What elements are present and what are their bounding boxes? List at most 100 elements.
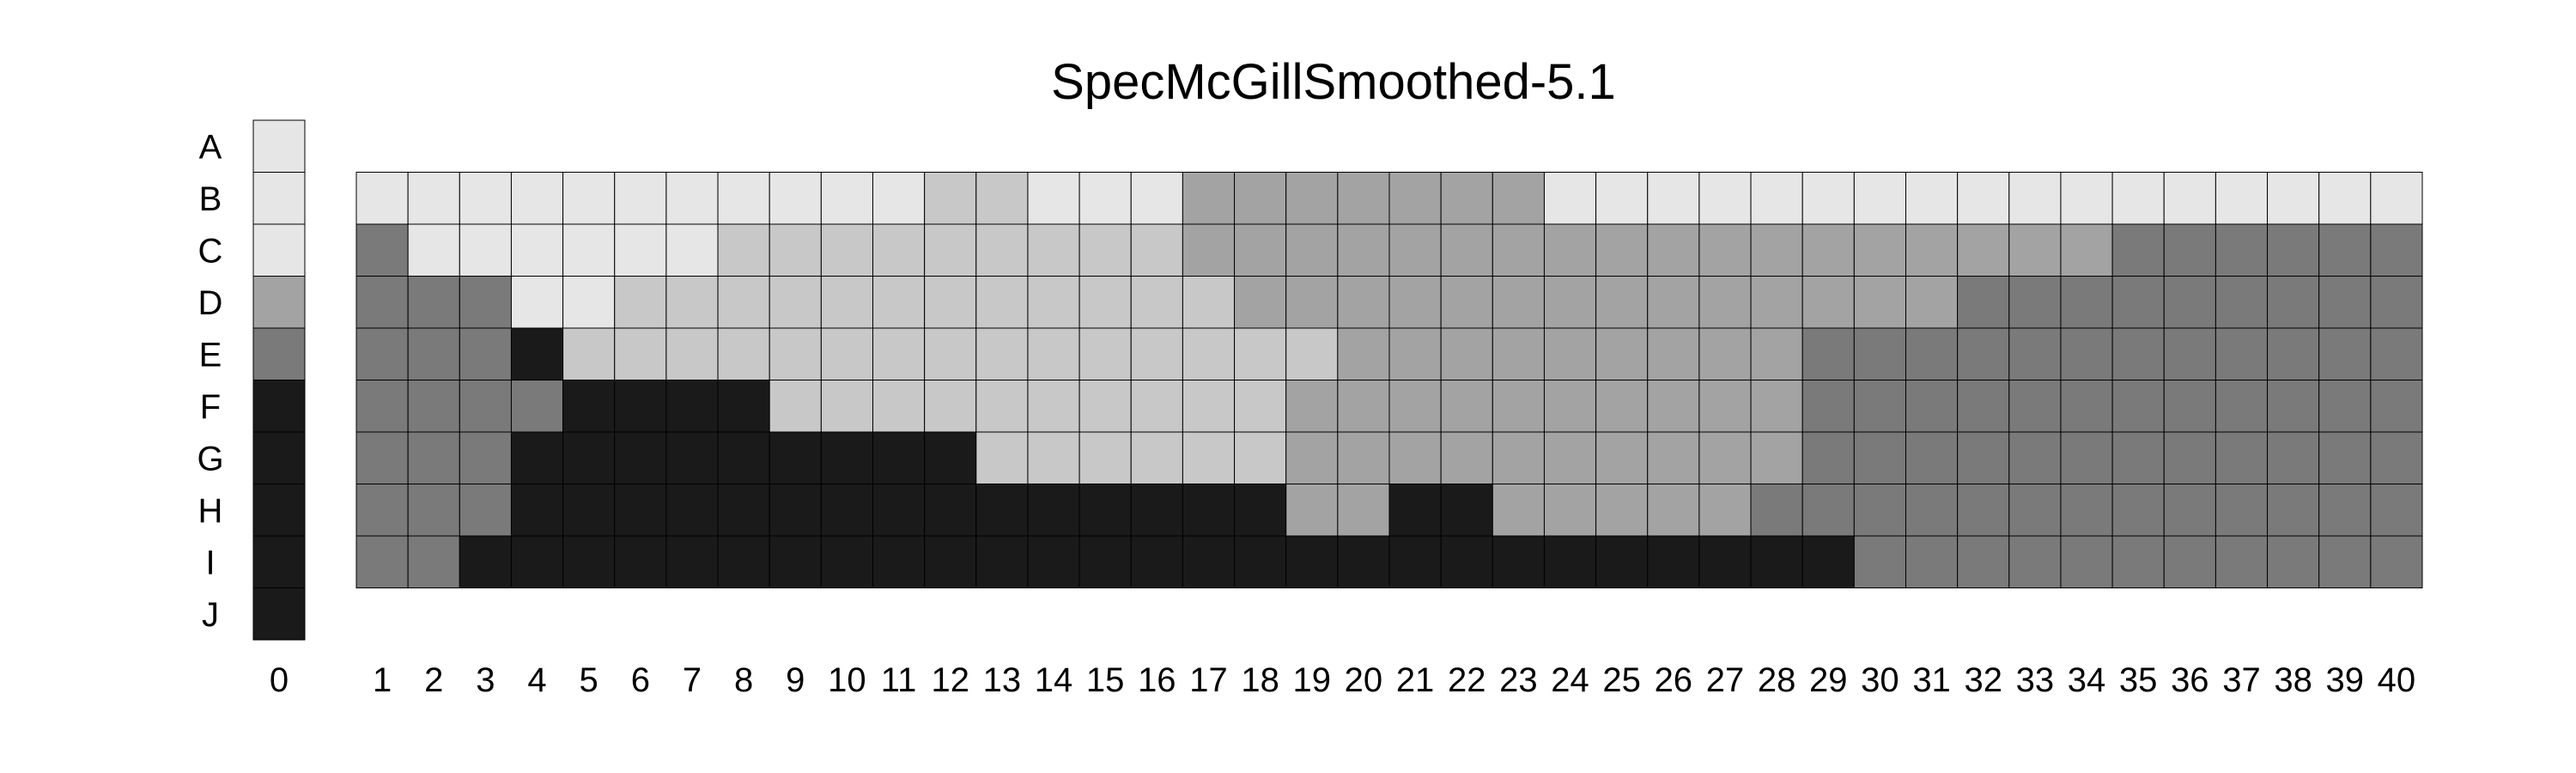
column-label-21: 21 <box>1396 661 1435 699</box>
cell-b-14 <box>1027 172 1080 225</box>
column-label-40: 40 <box>2378 661 2416 699</box>
cell-f-34 <box>2060 380 2113 433</box>
cell-i-16 <box>1130 535 1183 588</box>
cell-c-20 <box>1337 223 1390 277</box>
cell-e-40 <box>2370 327 2423 380</box>
cell-i-23 <box>1492 535 1545 588</box>
cell-b-13 <box>975 172 1029 225</box>
cell-f-27 <box>1698 380 1752 433</box>
cell-g-29 <box>1801 431 1855 484</box>
column-label-28: 28 <box>1758 661 1796 699</box>
cell-i-28 <box>1750 535 1803 588</box>
cell-d-27 <box>1698 276 1752 329</box>
cell-e-3 <box>459 327 512 380</box>
cell-e-23 <box>1492 327 1545 380</box>
cell-f-30 <box>1853 380 1907 433</box>
column-label-38: 38 <box>2274 661 2312 699</box>
cell-e-37 <box>2215 327 2269 380</box>
column-label-24: 24 <box>1551 661 1589 699</box>
reference-cell-j <box>252 587 306 641</box>
column-label-22: 22 <box>1448 661 1486 699</box>
row-label-a: A <box>199 128 222 166</box>
cell-c-28 <box>1750 223 1803 277</box>
cell-d-32 <box>1957 276 2010 329</box>
cell-h-3 <box>459 484 512 537</box>
cell-g-26 <box>1647 431 1700 484</box>
cell-c-39 <box>2318 223 2372 277</box>
cell-i-25 <box>1595 535 1649 588</box>
cell-d-8 <box>717 276 770 329</box>
cell-f-35 <box>2111 380 2165 433</box>
cell-h-8 <box>717 484 770 537</box>
cell-e-33 <box>2008 327 2062 380</box>
cell-h-17 <box>1182 484 1236 537</box>
cell-f-5 <box>562 380 616 433</box>
column-label-10: 10 <box>828 661 866 699</box>
column-label-27: 27 <box>1706 661 1745 699</box>
cell-d-1 <box>355 276 409 329</box>
column-labels: 0 1 2 3 4 5 6 7 8 9 10 11 12 13 14 15 16 17 18 19 20 21 22 23 24… <box>270 661 2415 699</box>
cell-i-40 <box>2370 535 2423 588</box>
cell-f-21 <box>1388 380 1442 433</box>
cell-h-11 <box>872 484 926 537</box>
cell-g-2 <box>407 431 460 484</box>
cell-b-32 <box>1957 172 2010 225</box>
cell-f-14 <box>1027 380 1080 433</box>
cell-g-24 <box>1543 431 1597 484</box>
column-label-34: 34 <box>2068 661 2106 699</box>
cell-h-39 <box>2318 484 2372 537</box>
cell-h-26 <box>1647 484 1700 537</box>
cell-b-23 <box>1492 172 1545 225</box>
cell-i-6 <box>614 535 667 588</box>
cell-e-18 <box>1234 327 1287 380</box>
cell-e-35 <box>2111 327 2165 380</box>
cell-c-11 <box>872 223 926 277</box>
cell-c-19 <box>1285 223 1339 277</box>
cell-f-15 <box>1078 380 1132 433</box>
cell-f-1 <box>355 380 409 433</box>
cell-f-16 <box>1130 380 1183 433</box>
column-label-3: 3 <box>476 661 495 699</box>
column-label-8: 8 <box>734 661 753 699</box>
cell-b-8 <box>717 172 770 225</box>
cell-d-13 <box>975 276 1029 329</box>
cell-g-7 <box>665 431 719 484</box>
cell-e-15 <box>1078 327 1132 380</box>
cell-b-11 <box>872 172 926 225</box>
cell-d-22 <box>1440 276 1493 329</box>
cell-c-24 <box>1543 223 1597 277</box>
cell-e-19 <box>1285 327 1339 380</box>
column-label-9: 9 <box>786 661 805 699</box>
cell-d-17 <box>1182 276 1236 329</box>
cell-g-28 <box>1750 431 1803 484</box>
cell-b-34 <box>2060 172 2113 225</box>
cell-c-21 <box>1388 223 1442 277</box>
cell-b-17 <box>1182 172 1236 225</box>
cell-d-34 <box>2060 276 2113 329</box>
cell-h-37 <box>2215 484 2269 537</box>
cell-g-12 <box>924 431 977 484</box>
cell-b-15 <box>1078 172 1132 225</box>
cell-h-33 <box>2008 484 2062 537</box>
cell-e-2 <box>407 327 460 380</box>
cell-h-12 <box>924 484 977 537</box>
cell-e-4 <box>510 327 564 380</box>
cell-c-14 <box>1027 223 1080 277</box>
cell-i-17 <box>1182 535 1236 588</box>
cell-c-13 <box>975 223 1029 277</box>
cell-d-10 <box>820 276 873 329</box>
reference-column <box>252 119 306 641</box>
cell-f-9 <box>769 380 822 433</box>
cell-i-26 <box>1647 535 1700 588</box>
cell-g-5 <box>562 431 616 484</box>
cell-d-36 <box>2163 276 2216 329</box>
cell-g-16 <box>1130 431 1183 484</box>
cell-g-6 <box>614 431 667 484</box>
cell-b-1 <box>355 172 409 225</box>
cell-i-20 <box>1337 535 1390 588</box>
cell-i-31 <box>1905 535 1959 588</box>
cell-c-31 <box>1905 223 1959 277</box>
cell-i-37 <box>2215 535 2269 588</box>
cell-c-22 <box>1440 223 1493 277</box>
cell-g-21 <box>1388 431 1442 484</box>
